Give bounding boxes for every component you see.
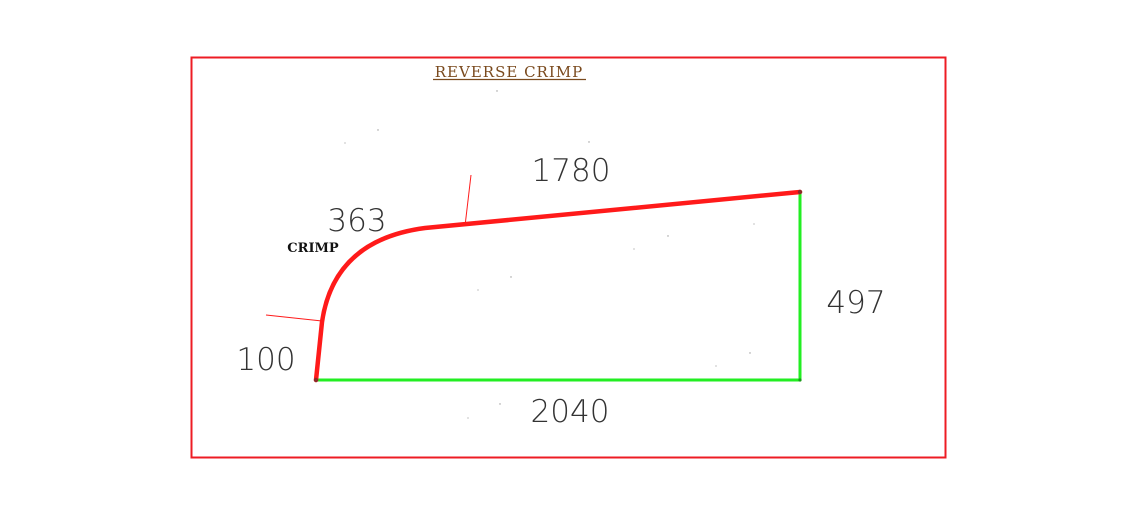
- drawing-title: REVERSE CRIMP: [435, 63, 583, 81]
- crimp-label: CRIMP: [287, 241, 339, 256]
- red-profile-path: [313, 189, 803, 383]
- dim-right-side: 497: [826, 285, 885, 321]
- speckles: [344, 90, 755, 419]
- vertex-bottom-right: [798, 378, 802, 382]
- vertex-top-right: [797, 189, 803, 195]
- dim-radius-segment: 363: [327, 203, 386, 239]
- dim-left-segment: 100: [236, 342, 295, 378]
- leader-line-left: [265, 314, 323, 322]
- drawing-frame: [190, 56, 947, 459]
- vertex-bottom-left: [313, 377, 319, 383]
- dim-top-slope: 1780: [532, 153, 611, 189]
- leader-line-top: [464, 174, 472, 227]
- dim-bottom: 2040: [531, 394, 610, 430]
